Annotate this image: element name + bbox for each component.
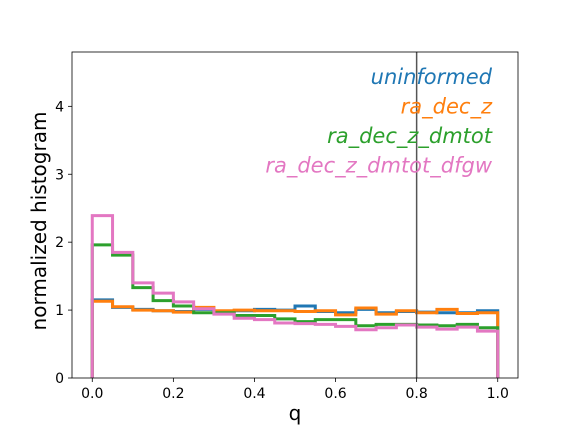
x-tick-label: 0.8	[406, 386, 428, 402]
y-tick-label: 4	[55, 99, 64, 115]
x-tick-label: 0.2	[162, 386, 184, 402]
legend-label-ra_dec_z: ra_dec_z	[401, 95, 493, 120]
legend-label-ra_dec_z_dmtot: ra_dec_z_dmtot	[327, 124, 493, 149]
series-layer	[90, 214, 500, 378]
x-tick-label: 1.0	[487, 386, 509, 402]
x-axis-ticks: 0.0 0.2 0.4 0.6 0.8 1.0	[81, 378, 509, 402]
legend: uninformed ra_dec_z ra_dec_z_dmtot ra_dec_z…	[265, 65, 493, 179]
x-tick-label: 0.6	[324, 386, 346, 402]
x-axis-label: q	[289, 401, 302, 425]
y-axis-label: normalized histogram	[27, 112, 51, 331]
axes-frame	[71, 51, 519, 379]
y-axis-ticks: 0 1 2 3 4	[55, 99, 72, 387]
legend-label-ra_dec_z_dmtot_dfgw: ra_dec_z_dmtot_dfgw	[265, 154, 492, 179]
x-tick-label: 0.0	[81, 386, 103, 402]
y-tick-label: 0	[55, 371, 64, 387]
y-tick-label: 2	[55, 235, 64, 251]
y-tick-label: 3	[55, 167, 64, 183]
legend-label-uninformed: uninformed	[371, 65, 493, 89]
series-ra_dec_z_dmtot_dfgw	[90, 214, 500, 378]
series-ra_dec_z	[90, 299, 500, 378]
y-tick-label: 1	[55, 303, 64, 319]
x-tick-label: 0.4	[243, 386, 265, 402]
